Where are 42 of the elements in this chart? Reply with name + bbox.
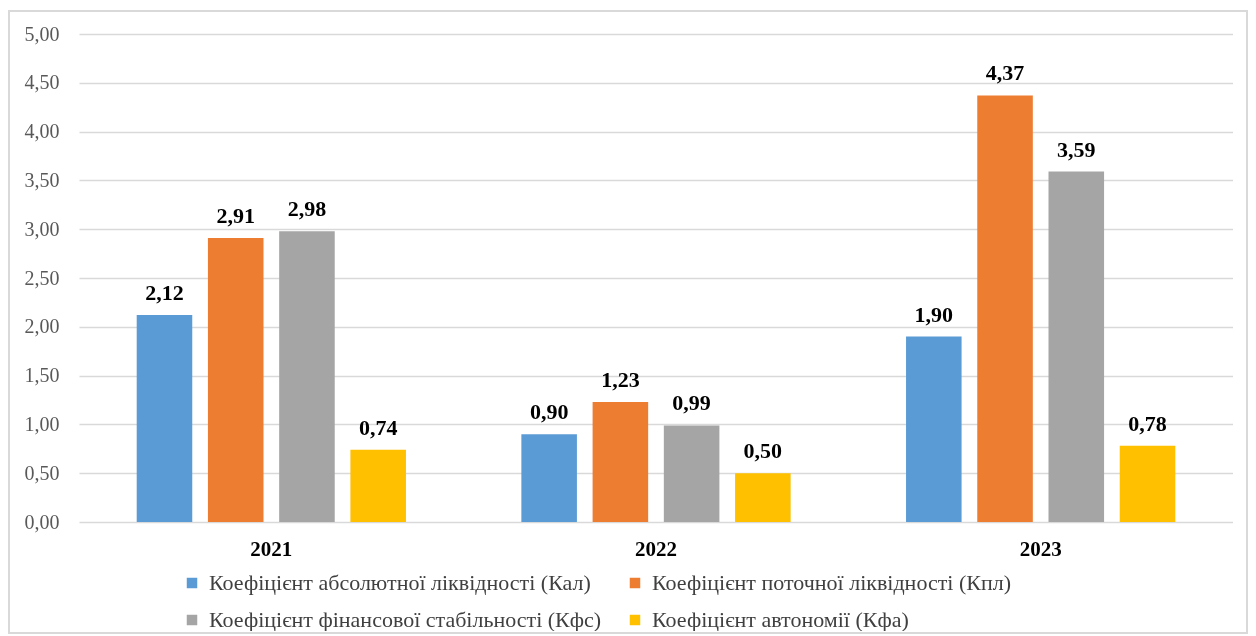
data-label: 2,98 <box>287 196 327 222</box>
bar <box>735 473 791 522</box>
bar <box>1119 445 1176 522</box>
legend-label: Коефіцієнт абсолютної ліквідності (Кал) <box>209 570 591 595</box>
y-tick-label: 0,50 <box>24 461 60 484</box>
y-tick-label: 0,00 <box>24 510 60 533</box>
data-label: 2,12 <box>145 280 184 306</box>
bar <box>207 237 264 522</box>
y-tick-label: 2,00 <box>24 315 60 338</box>
data-label: 0,50 <box>743 438 783 464</box>
data-label: 0,99 <box>672 390 711 416</box>
bar <box>136 315 193 522</box>
x-tick-label: 2023 <box>1019 536 1062 561</box>
bar <box>279 231 335 522</box>
y-tick-label: 3,50 <box>24 168 60 191</box>
data-label: 3,59 <box>1057 136 1096 162</box>
data-label: 1,23 <box>601 366 640 392</box>
x-tick-label: 2022 <box>635 536 677 561</box>
bar <box>906 336 962 522</box>
bar <box>1048 171 1105 522</box>
data-label: 2,91 <box>216 202 255 228</box>
bar <box>521 434 577 522</box>
data-label: 0,74 <box>358 414 398 440</box>
data-label: 1,90 <box>914 301 954 327</box>
data-label: 4,37 <box>985 60 1025 86</box>
bar <box>592 401 649 522</box>
bar <box>350 449 406 522</box>
legend-label: Коефіцієнт фінансової стабільності (Кфс) <box>209 607 602 632</box>
y-tick-label: 2,50 <box>24 266 60 289</box>
legend-label: Коефіцієнт поточної ліквідності (Кпл) <box>652 570 1012 595</box>
bar <box>977 95 1033 522</box>
data-label: 0,90 <box>529 399 569 425</box>
data-label: 0,78 <box>1128 410 1167 436</box>
bar <box>663 425 720 522</box>
y-tick-label: 1,00 <box>24 412 60 435</box>
y-tick-label: 4,50 <box>24 71 60 94</box>
legend-label: Коефіцієнт автономії (Кфа) <box>652 607 909 632</box>
x-tick-label: 2021 <box>250 536 293 561</box>
y-tick-label: 3,00 <box>24 217 60 240</box>
y-tick-label: 1,50 <box>24 364 60 387</box>
y-tick-label: 5,00 <box>24 22 60 45</box>
y-tick-label: 4,00 <box>24 120 60 143</box>
